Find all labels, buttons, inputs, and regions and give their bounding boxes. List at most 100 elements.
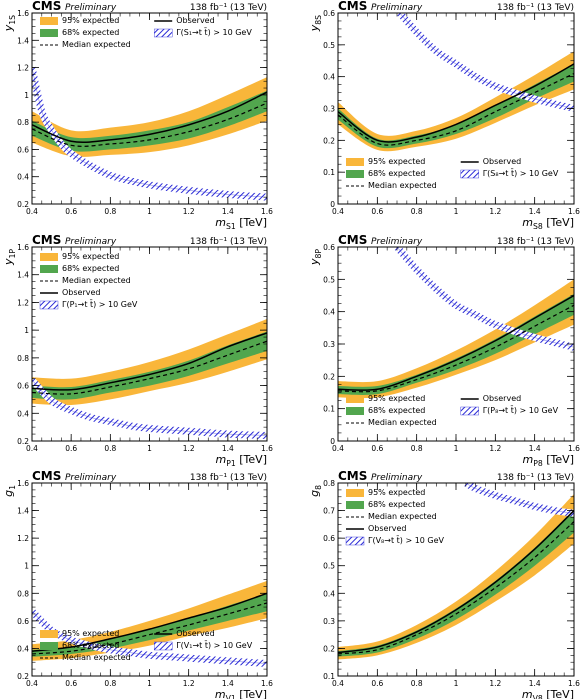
y-tick-label: 1.4 — [17, 36, 29, 45]
legend: 95% expected Observed 68% expected Γ(P₈→t t… — [346, 394, 559, 427]
preliminary-label: Preliminary — [371, 237, 423, 247]
x-tick-label: 1.4 — [529, 679, 541, 688]
observed-line — [32, 592, 267, 652]
y-tick-label: 0.8 — [17, 589, 29, 598]
legend-label-observed: Observed — [176, 16, 215, 25]
legend-swatch-95 — [346, 395, 364, 403]
plot-area — [32, 319, 267, 439]
width-constraint-edge — [399, 13, 574, 109]
x-tick-label: 0.6 — [65, 207, 77, 216]
width-constraint-edge — [32, 67, 267, 198]
x-axis-title: mS8 [TeV] — [522, 216, 574, 231]
y-tick-label: 0.5 — [323, 41, 335, 50]
x-tick-label: 1.2 — [489, 444, 501, 453]
plot-area — [338, 13, 574, 152]
x-tick-label: 0.6 — [371, 679, 383, 688]
x-tick-label: 0.8 — [104, 444, 116, 453]
x-tick-label: 0.6 — [65, 444, 77, 453]
plot-area — [338, 247, 574, 399]
x-tick-label: 1.6 — [568, 207, 580, 216]
legend-label-68: 68% expected — [368, 500, 425, 509]
legend-label-median: Median expected — [62, 653, 131, 662]
x-tick-label: 1 — [454, 679, 459, 688]
x-tick-label: 0.4 — [332, 207, 344, 216]
y-tick-label: 0.2 — [17, 437, 29, 446]
legend-swatch-68 — [346, 501, 364, 509]
y-tick-label: 1.2 — [17, 298, 29, 307]
legend: 95% expected 68% expected Median expected O… — [39, 252, 138, 310]
x-tick-label: 0.4 — [26, 444, 38, 453]
observed-line — [338, 510, 574, 654]
y-tick-label: 0 — [330, 437, 335, 446]
observed-line — [338, 63, 574, 143]
legend-label-width: Γ(P₁→t t̄) > 10 GeV — [62, 299, 138, 309]
lumi-label: 138 fb⁻¹ (13 TeV) — [497, 237, 574, 247]
lumi-label: 138 fb⁻¹ (13 TeV) — [190, 473, 267, 483]
y-tick-label: 1.4 — [17, 271, 29, 280]
x-tick-label: 0.6 — [371, 207, 383, 216]
x-tick-label: 1.6 — [568, 679, 580, 688]
y-tick-label: 0.6 — [323, 243, 335, 252]
x-tick-label: 1.4 — [222, 444, 234, 453]
width-constraint-edge — [32, 379, 267, 436]
x-tick-label: 1 — [454, 444, 459, 453]
median-expected-line — [338, 304, 574, 393]
y-tick-label: 0.8 — [323, 479, 335, 488]
legend-label-68: 68% expected — [368, 169, 425, 178]
legend-swatch-68 — [346, 407, 364, 415]
y-tick-label: 0.2 — [323, 136, 335, 145]
x-tick-label: 0.8 — [411, 444, 423, 453]
legend-label-width: Γ(P₈→t t̄) > 10 GeV — [483, 405, 559, 415]
x-tick-label: 0.4 — [332, 444, 344, 453]
y-axis-title: y1S — [2, 15, 17, 32]
y-tick-label: 0.1 — [323, 405, 335, 414]
y-tick-label: 0.3 — [323, 105, 335, 114]
median-expected-line — [32, 340, 267, 395]
legend-label-width: Γ(S₈→t t̄) > 10 GeV — [483, 168, 559, 178]
x-tick-label: 1 — [147, 207, 152, 216]
legend-swatch-width — [345, 536, 365, 546]
y-tick-label: 0.4 — [323, 308, 335, 317]
y-tick-label: 0.8 — [17, 118, 29, 127]
band-95-expected — [32, 319, 267, 406]
preliminary-label: Preliminary — [65, 237, 117, 247]
y-tick-label: 1.6 — [17, 243, 29, 252]
cms-label: CMS — [338, 0, 367, 13]
width-constraint-edge — [32, 610, 267, 664]
legend: 95% expected Observed 68% expected Γ(V₁→t t… — [40, 629, 253, 662]
median-expected-line — [338, 521, 574, 655]
cms-label: CMS — [338, 469, 367, 483]
x-tick-label: 1.2 — [183, 207, 195, 216]
legend-swatch-95 — [346, 158, 364, 166]
plot-area — [32, 66, 267, 201]
legend-swatch-68 — [40, 29, 58, 37]
chart-panel-1: 0.4 0.6 0.8 1 1.2 1.4 1.60.20.40.60.811.21.41.… — [2, 0, 273, 231]
x-axis-title: mV8 [TeV] — [522, 688, 574, 699]
cms-label: CMS — [338, 233, 367, 247]
width-constraint-edge — [396, 247, 574, 348]
x-tick-label: 1.6 — [261, 679, 273, 688]
legend-label-observed: Observed — [483, 394, 521, 403]
legend-swatch-95 — [40, 253, 58, 261]
y-axis-title: y8S — [308, 15, 323, 32]
lumi-label: 138 fb⁻¹ (13 TeV) — [190, 237, 267, 247]
band-68-expected — [32, 593, 267, 657]
y-tick-label: 1.2 — [17, 64, 29, 73]
y-tick-label: 0.6 — [17, 382, 29, 391]
x-tick-label: 1.6 — [261, 207, 273, 216]
y-tick-label: 0.6 — [17, 617, 29, 626]
y-tick-label: 0.8 — [17, 354, 29, 363]
observed-line — [32, 91, 267, 143]
legend-label-95: 95% expected — [368, 394, 425, 403]
legend-label-width: Γ(V₈→t t̄) > 10 GeV — [368, 535, 445, 545]
x-tick-label: 0.8 — [411, 679, 423, 688]
y-tick-label: 0.7 — [323, 507, 335, 516]
y-tick-label: 1.6 — [17, 479, 29, 488]
x-tick-label: 0.4 — [332, 679, 344, 688]
chart-panel-6: 0.4 0.6 0.8 1 1.2 1.4 1.6 0.1 0.2 0.3 0.4 0.5 0.6 0.7… — [308, 469, 580, 699]
y-tick-label: 1 — [24, 91, 29, 100]
x-tick-label: 1.4 — [222, 207, 234, 216]
chart-panel-2: 0.4 0.6 0.8 1 1.2 1.4 1.600.10.20.30.40.50.6CM… — [308, 0, 580, 231]
legend: 95% expected Observed 68% expected Γ(S₁→t t… — [40, 16, 252, 49]
